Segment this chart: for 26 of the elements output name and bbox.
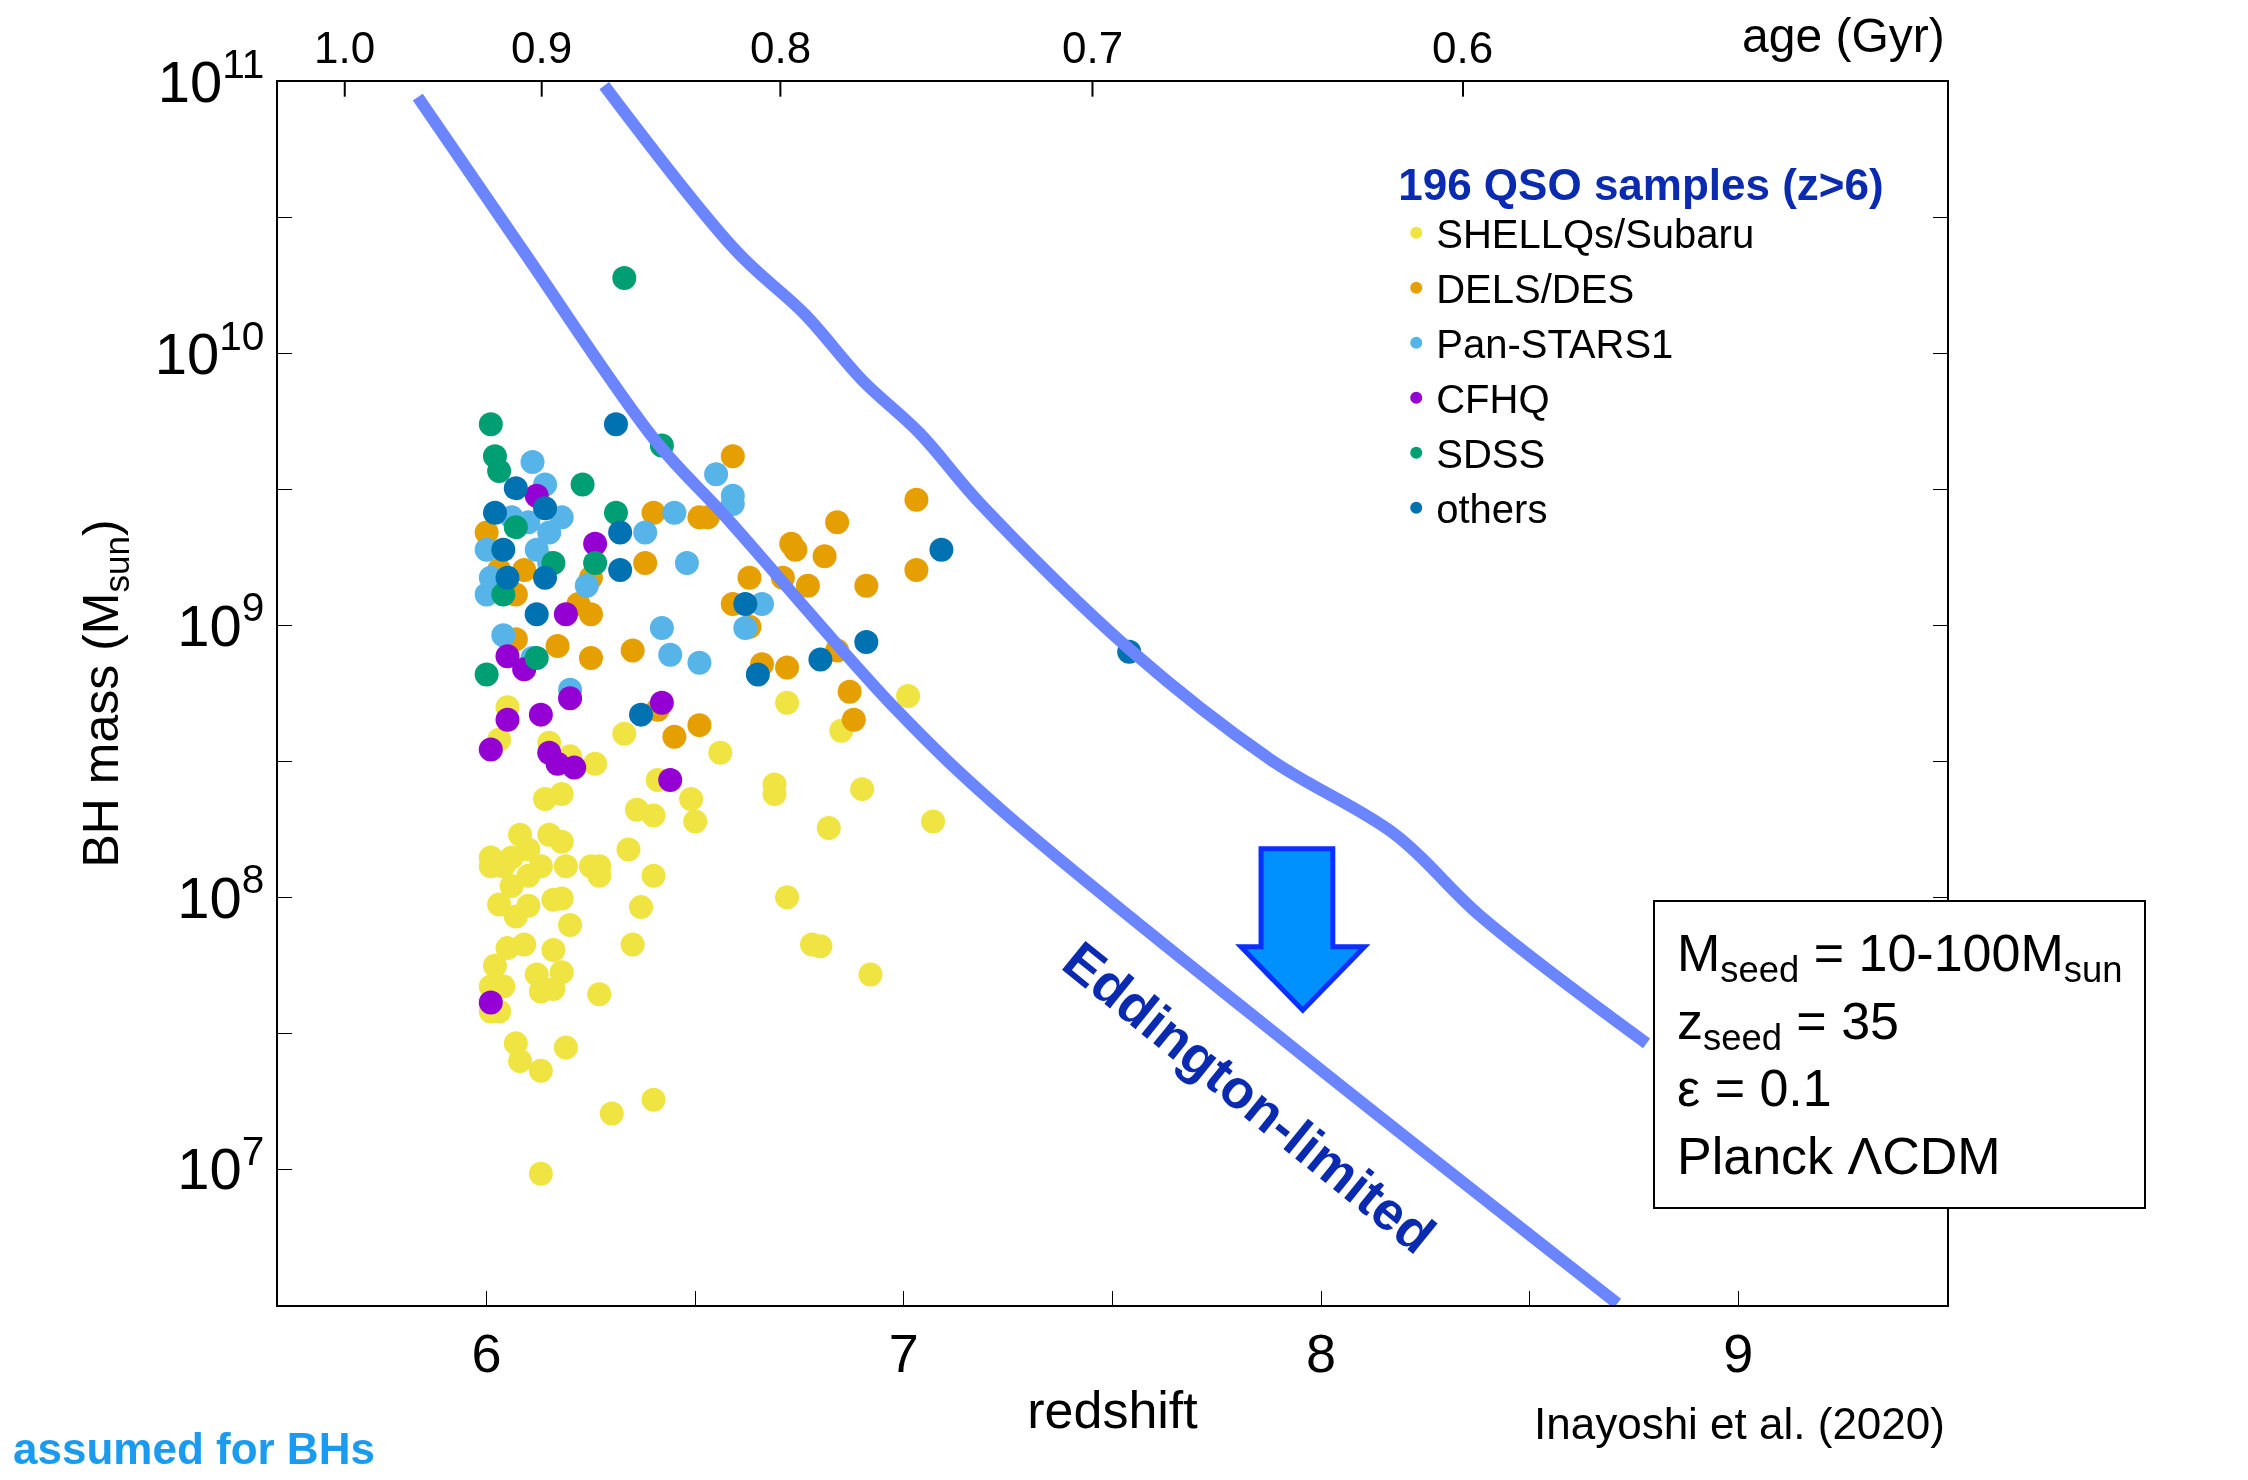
y-tick-label: 10$^{10}$: [154, 312, 265, 387]
legend-label: CFHQ: [1436, 377, 1550, 422]
y-tick-label: 10$^{7}$: [177, 1127, 265, 1202]
text: 0.7: [1062, 23, 1124, 72]
y-tick-label: 10$^{11}$: [157, 40, 265, 115]
x-tick-label: 9: [1723, 1322, 1754, 1383]
x-tick-label: 8: [1306, 1322, 1337, 1383]
text: 1.0: [314, 23, 376, 72]
text: 0.9: [511, 23, 573, 72]
x-tick-label: 6: [471, 1322, 502, 1383]
legend-label: SDSS: [1436, 432, 1546, 477]
text: assumed for BHs: [13, 1424, 375, 1473]
x-tick-label: 7: [888, 1322, 919, 1383]
legend-label: DELS/DES: [1436, 267, 1635, 312]
text: Inayoshi et al. (2020): [1534, 1399, 1945, 1448]
legend-label: SHELLQs/Subaru: [1436, 212, 1755, 257]
legend-title: 196 QSO samples (z>6): [1398, 160, 1884, 210]
legend-label: Pan-STARS1: [1436, 322, 1674, 367]
y-tick-label: 10$^{9}$: [177, 584, 265, 658]
text: 0.6: [1432, 23, 1494, 72]
y-tick-label: 10$^{8}$: [177, 856, 265, 930]
legend-label: others: [1436, 487, 1548, 532]
x2-axis-title: age (Gyr): [1742, 9, 1945, 62]
x-axis-title: redshift: [1027, 1381, 1199, 1440]
text: 0.8: [750, 23, 812, 72]
text: M$_{seed}$ = 10-100M$_{sun}$ z$_{seed}$ = 35 ε = 0.1 Planck ΛCDM: [1677, 924, 2123, 1185]
